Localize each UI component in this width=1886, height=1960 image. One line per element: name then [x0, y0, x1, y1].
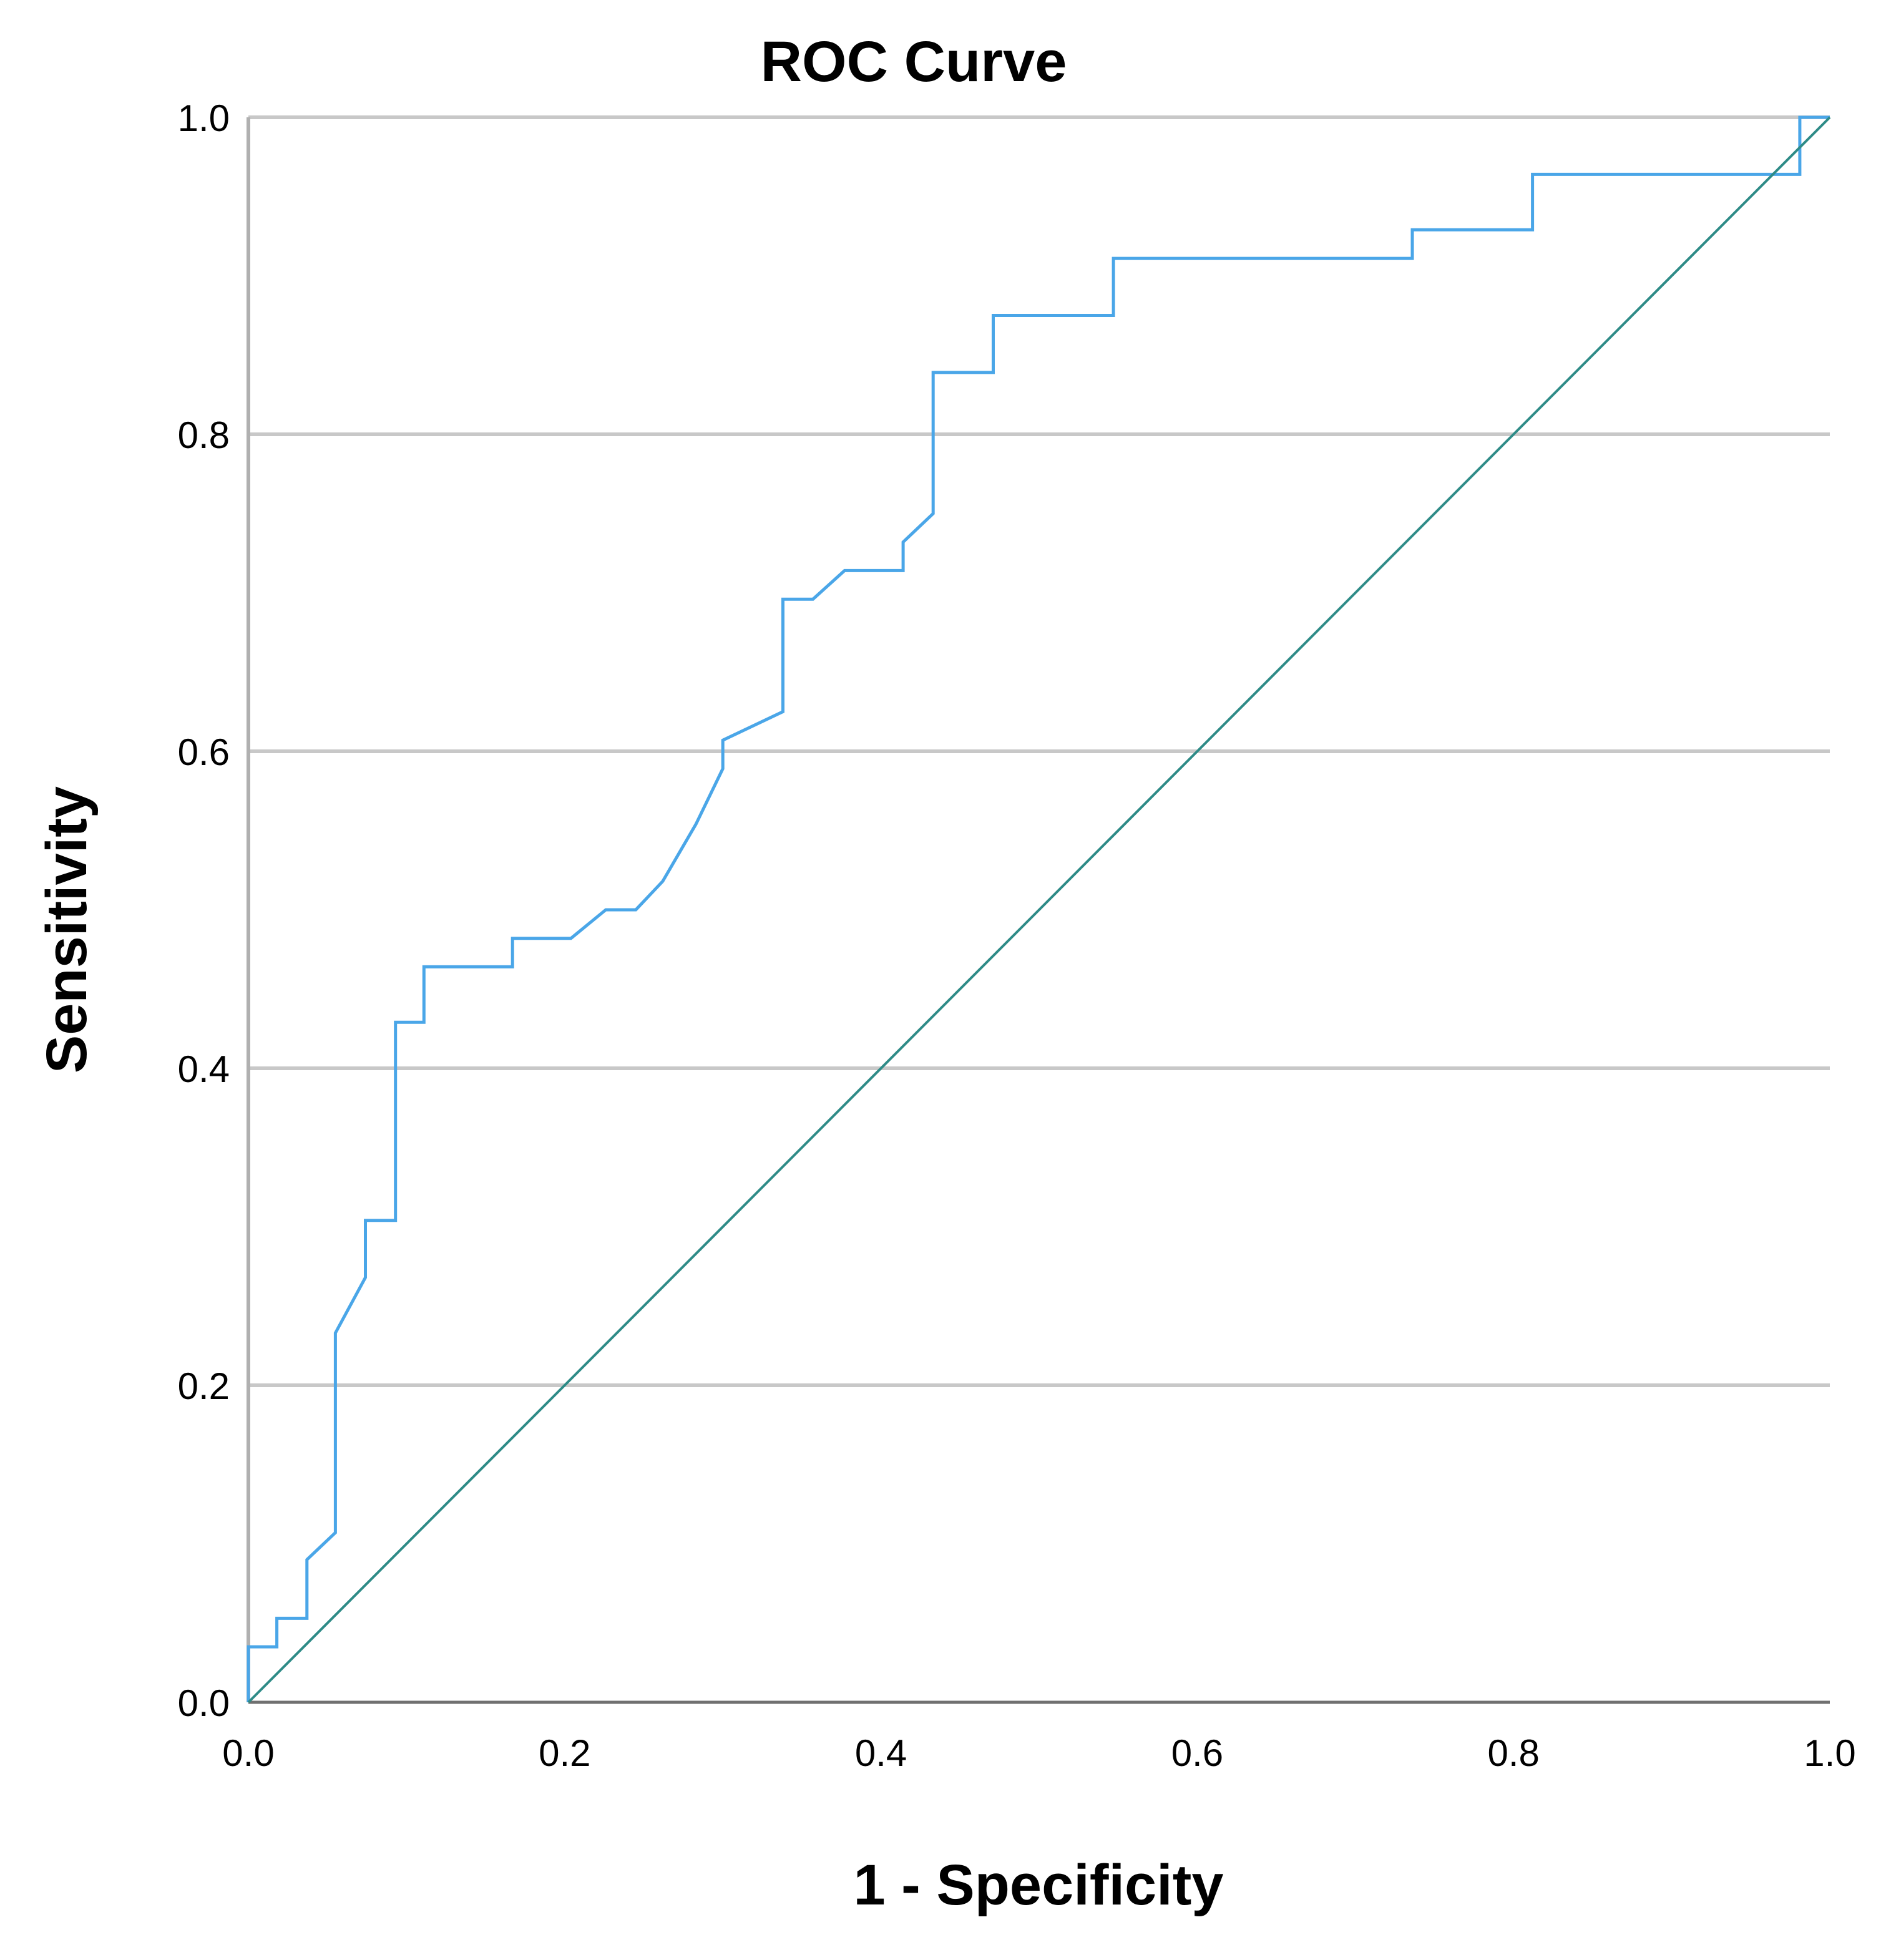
- reference-diagonal-line: [247, 116, 1831, 1704]
- y-tick-label-5: 1.0: [178, 97, 230, 139]
- chart-title: ROC Curve: [761, 30, 1067, 94]
- x-tick-label-1: 0.2: [539, 1732, 590, 1774]
- x-tick-label-3: 0.6: [1171, 1732, 1223, 1774]
- x-tick-label-0: 0.0: [222, 1732, 274, 1774]
- x-tick-label-5: 1.0: [1804, 1732, 1855, 1774]
- y-axis-title: Sensitivity: [35, 786, 99, 1073]
- y-tick-label-3: 0.6: [178, 731, 230, 773]
- y-tick-label-1: 0.2: [178, 1365, 230, 1407]
- roc-curve-line: [247, 115, 1830, 1702]
- x-axis-title: 1 - Specificity: [853, 1853, 1223, 1917]
- axes: [247, 117, 1830, 1704]
- x-tick-label-2: 0.4: [855, 1732, 907, 1774]
- y-tick-label-4: 0.8: [178, 414, 230, 456]
- x-tick-label-4: 0.8: [1487, 1732, 1539, 1774]
- tick-labels: 0.0 0.2 0.4 0.6 0.8 1.0 0.0 0.2 0.4 0.6 0.8 1.0: [178, 97, 1856, 1774]
- y-tick-label-0: 0.0: [178, 1682, 230, 1724]
- series-lines: [247, 115, 1831, 1704]
- gridlines: [248, 115, 1830, 1387]
- y-tick-label-2: 0.4: [178, 1048, 230, 1090]
